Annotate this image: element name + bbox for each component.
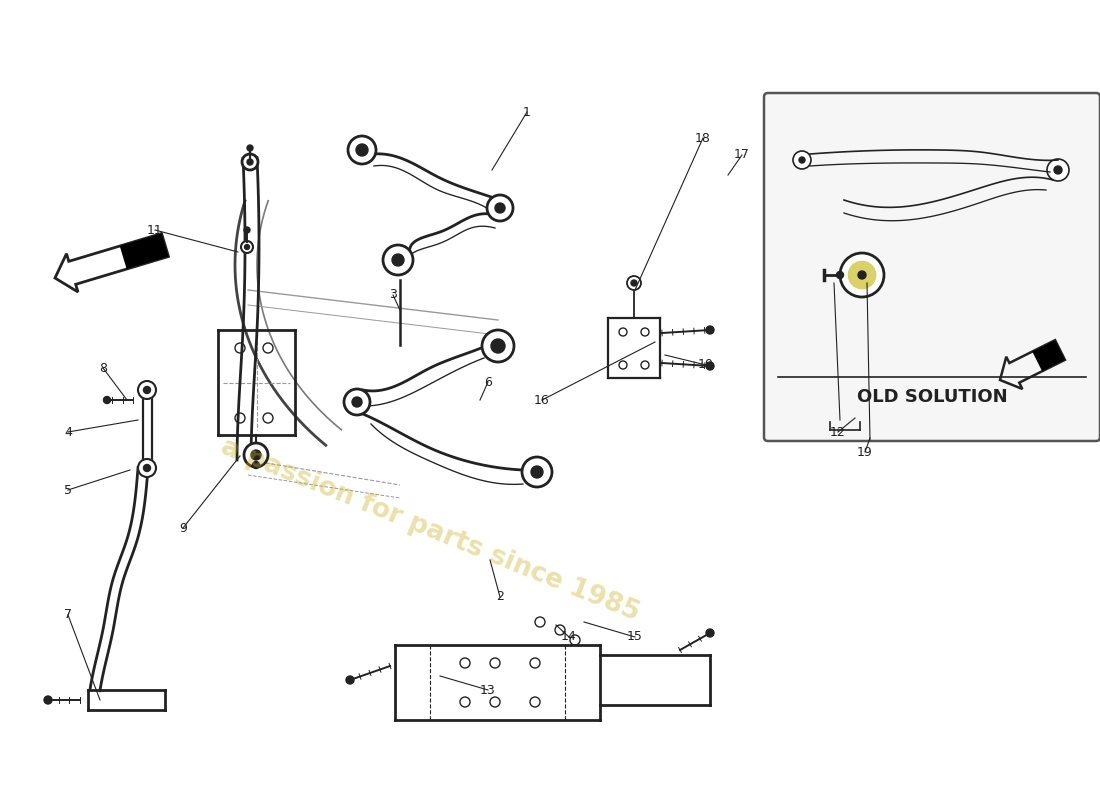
Circle shape xyxy=(522,457,552,487)
FancyBboxPatch shape xyxy=(764,93,1100,441)
Circle shape xyxy=(495,203,505,213)
Circle shape xyxy=(392,254,404,266)
Circle shape xyxy=(143,386,151,394)
Circle shape xyxy=(491,339,505,353)
Circle shape xyxy=(836,271,844,278)
Circle shape xyxy=(244,245,250,250)
Circle shape xyxy=(487,195,513,221)
Circle shape xyxy=(706,362,714,370)
Text: 10: 10 xyxy=(698,358,714,371)
Circle shape xyxy=(840,253,884,297)
Text: 15: 15 xyxy=(627,630,642,643)
Circle shape xyxy=(706,629,714,637)
Circle shape xyxy=(253,462,260,469)
Circle shape xyxy=(248,145,253,151)
Text: 2: 2 xyxy=(496,590,504,603)
Text: 17: 17 xyxy=(734,149,750,162)
Text: 18: 18 xyxy=(695,131,711,145)
Circle shape xyxy=(482,330,514,362)
Text: 19: 19 xyxy=(857,446,873,458)
Circle shape xyxy=(103,397,110,403)
Text: 16: 16 xyxy=(535,394,550,406)
Text: OLD SOLUTION: OLD SOLUTION xyxy=(857,388,1008,406)
Text: 3: 3 xyxy=(389,289,397,302)
Circle shape xyxy=(1047,159,1069,181)
Text: 13: 13 xyxy=(480,683,496,697)
Circle shape xyxy=(356,144,369,156)
Circle shape xyxy=(706,326,714,334)
Circle shape xyxy=(531,466,543,478)
Circle shape xyxy=(244,443,268,467)
Circle shape xyxy=(793,151,811,169)
Text: 5: 5 xyxy=(64,483,72,497)
Circle shape xyxy=(241,241,253,253)
Circle shape xyxy=(346,676,354,684)
Circle shape xyxy=(858,271,866,279)
Text: 12: 12 xyxy=(830,426,846,438)
Text: 9: 9 xyxy=(179,522,187,534)
Circle shape xyxy=(799,157,805,163)
Circle shape xyxy=(848,262,876,289)
Circle shape xyxy=(138,381,156,399)
Text: 7: 7 xyxy=(64,609,72,622)
Circle shape xyxy=(44,696,52,704)
Text: 4: 4 xyxy=(64,426,72,438)
Text: 14: 14 xyxy=(561,630,576,643)
Text: 1: 1 xyxy=(524,106,531,118)
Circle shape xyxy=(344,389,370,415)
Text: a passion for parts since 1985: a passion for parts since 1985 xyxy=(217,434,644,626)
Polygon shape xyxy=(1032,340,1065,371)
Circle shape xyxy=(143,465,151,471)
Circle shape xyxy=(383,245,412,275)
Circle shape xyxy=(244,227,250,233)
Circle shape xyxy=(251,450,261,460)
Text: 8: 8 xyxy=(99,362,107,374)
Circle shape xyxy=(248,159,253,165)
Text: 6: 6 xyxy=(484,375,492,389)
Circle shape xyxy=(138,459,156,477)
Circle shape xyxy=(627,276,641,290)
Circle shape xyxy=(348,136,376,164)
Circle shape xyxy=(1054,166,1062,174)
Circle shape xyxy=(352,397,362,407)
Polygon shape xyxy=(120,234,168,269)
Circle shape xyxy=(242,154,258,170)
Circle shape xyxy=(631,280,637,286)
Text: 11: 11 xyxy=(147,223,163,237)
